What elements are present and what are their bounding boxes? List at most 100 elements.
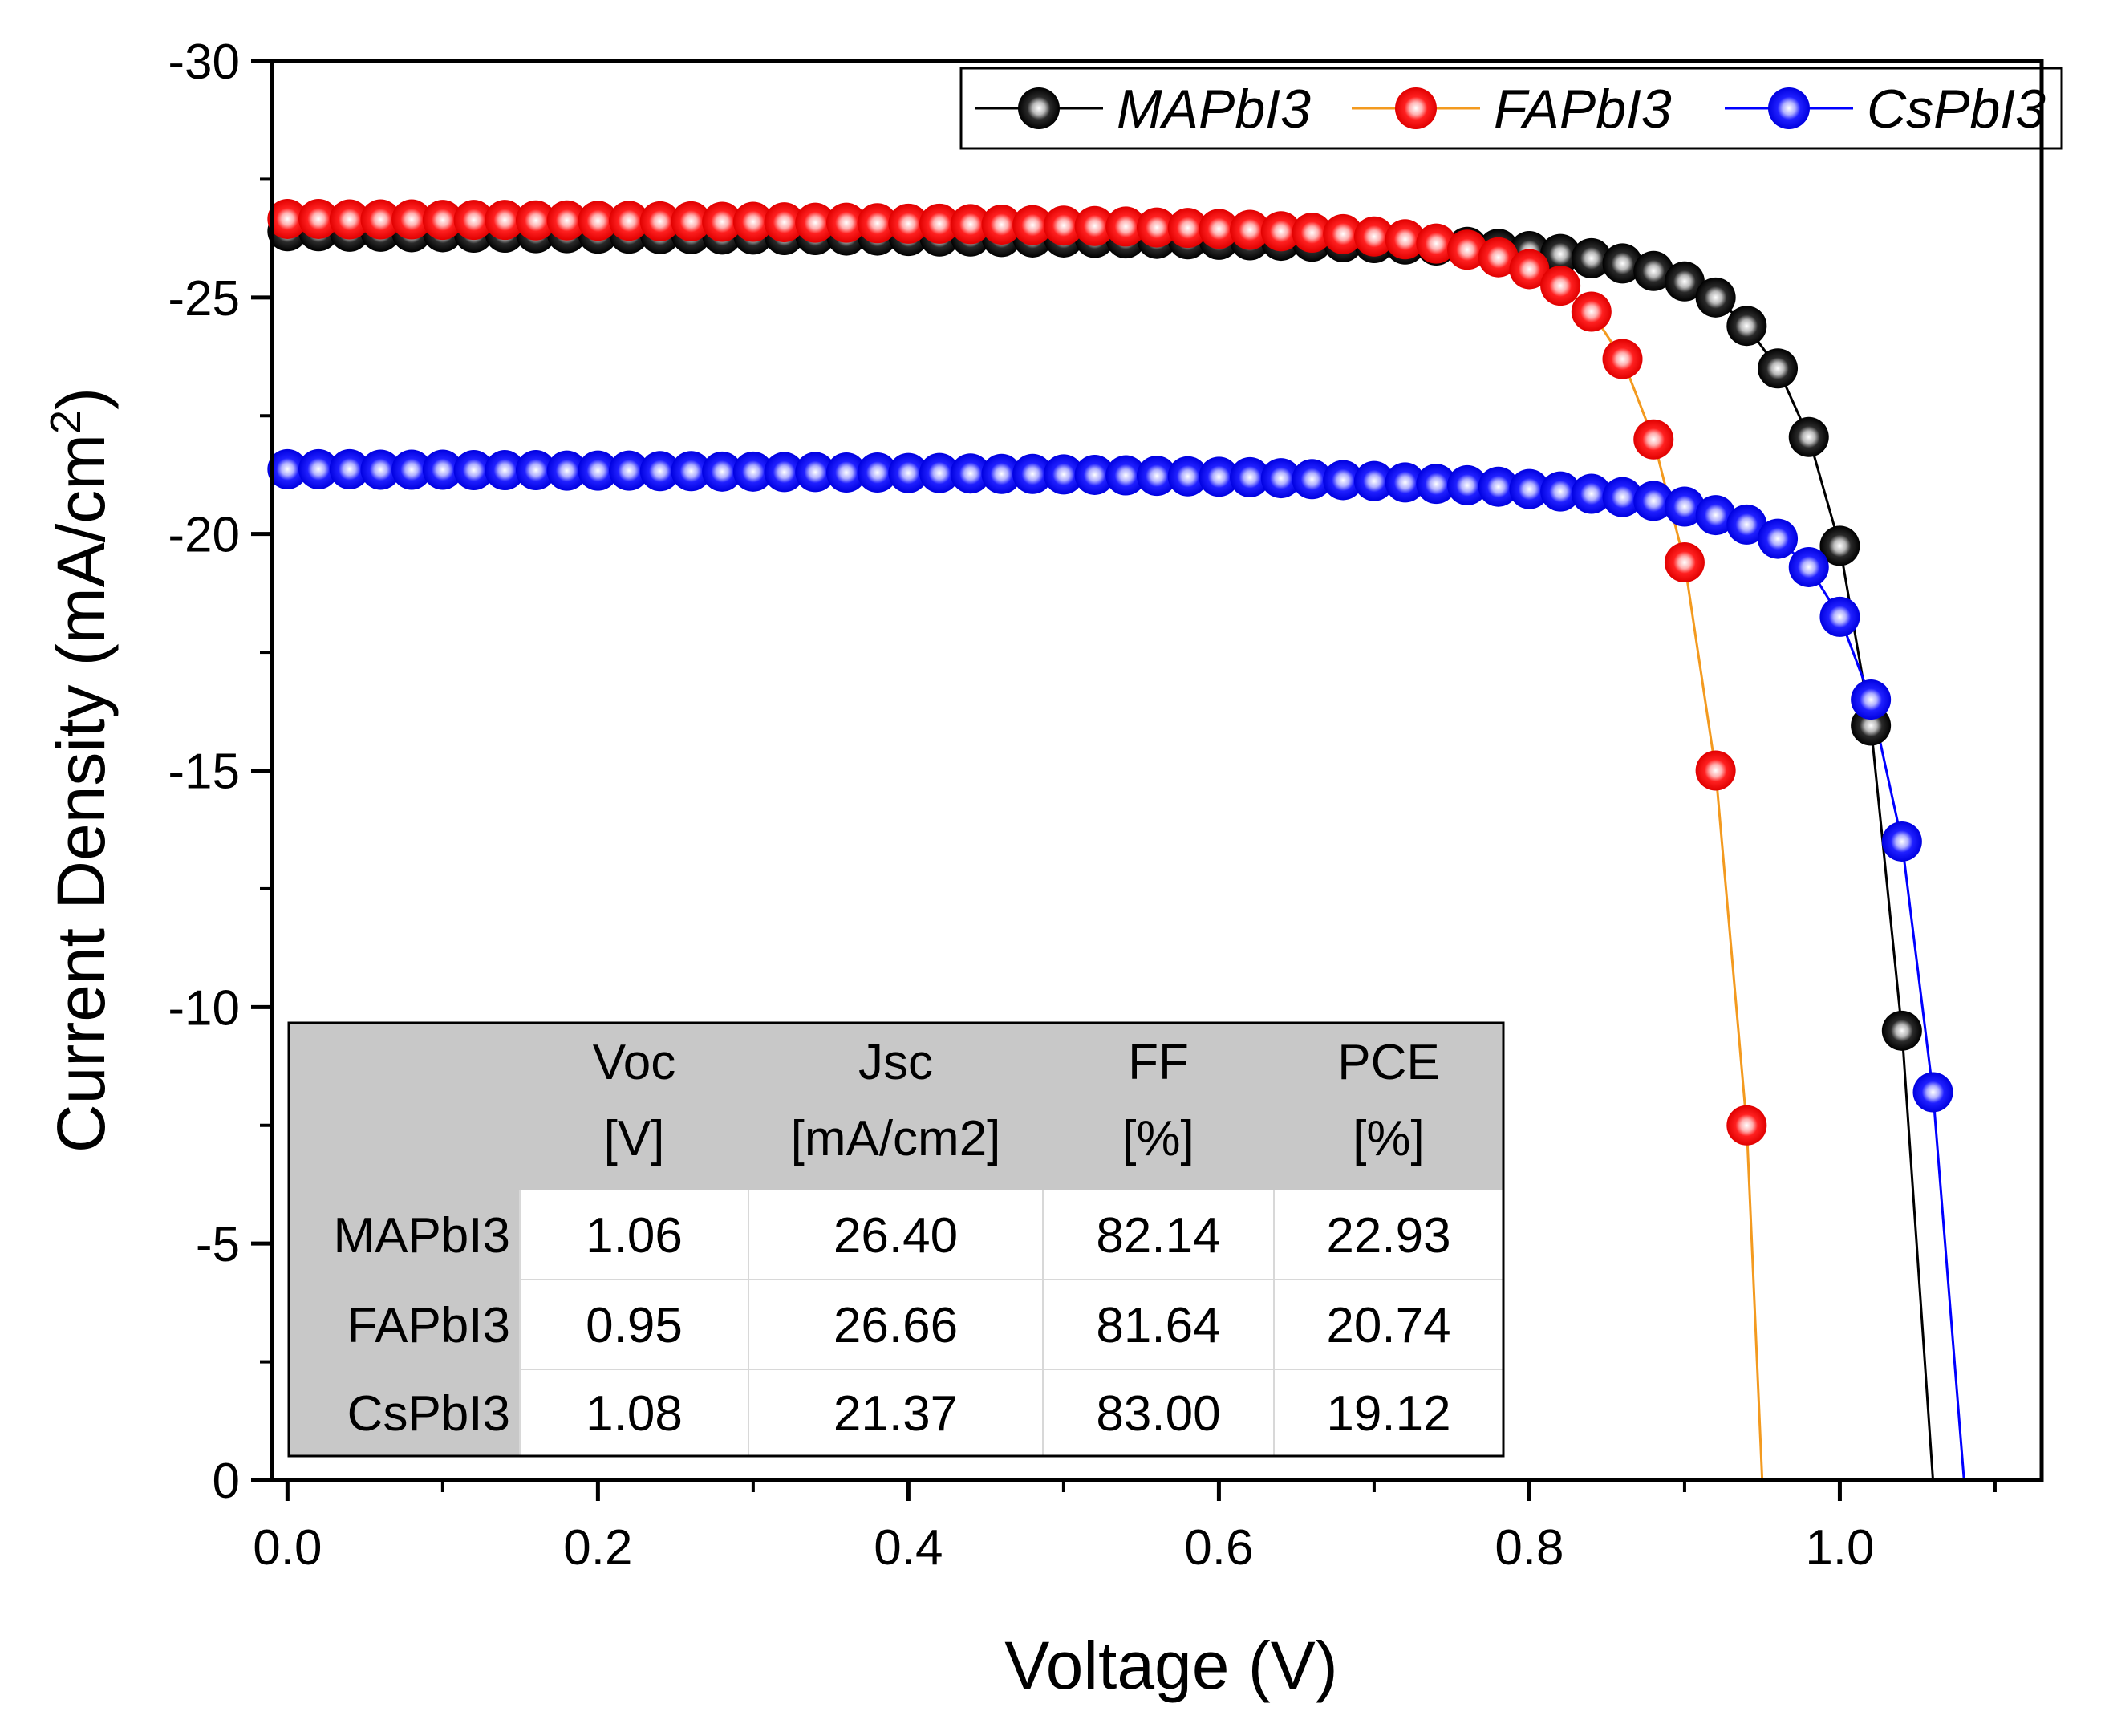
data-point-CsPbI3 [453,450,494,491]
data-point-FAPbI3 [1447,229,1488,270]
data-point-FAPbI3 [609,201,650,241]
data-point-MAPbI3 [1788,416,1829,457]
data-point-CsPbI3 [1478,466,1519,507]
data-point-FAPbI3 [702,201,743,242]
data-point-CsPbI3 [1385,462,1426,503]
data-point-CsPbI3 [1137,456,1177,497]
data-point-MAPbI3 [1758,348,1799,389]
data-point-CsPbI3 [609,450,650,491]
data-point-CsPbI3 [857,452,898,493]
data-point-FAPbI3 [360,199,401,240]
table-header-unit: [mA/cm2] [791,1111,1001,1166]
data-point-CsPbI3 [1012,453,1053,494]
table-row-label: MAPbI3 [333,1208,510,1263]
data-point-FAPbI3 [546,200,587,241]
table-header-cell: FF [1128,1035,1189,1090]
y-tick-label: -30 [168,34,240,90]
data-point-FAPbI3 [515,200,556,241]
data-point-CsPbI3 [515,450,556,491]
y-tick-label: -15 [168,744,240,800]
data-point-CsPbI3 [1292,459,1332,500]
data-point-CsPbI3 [546,450,587,491]
data-point-CsPbI3 [950,453,991,494]
data-point-FAPbI3 [1353,216,1394,257]
data-point-MAPbI3 [1695,277,1736,318]
data-point-MAPbI3 [1881,1010,1922,1051]
data-point-CsPbI3 [795,452,836,493]
table-header-cell: Jsc [858,1035,933,1090]
table-border [287,1021,1505,1458]
data-point-FAPbI3 [1571,291,1612,332]
data-point-FAPbI3 [1602,339,1643,379]
data-point-CsPbI3 [1199,456,1239,497]
data-point-CsPbI3 [888,452,929,493]
data-point-FAPbI3 [671,201,712,241]
data-point-CsPbI3 [1881,821,1922,862]
data-point-FAPbI3 [1292,213,1332,254]
data-point-CsPbI3 [422,449,463,490]
data-point-MAPbI3 [1540,233,1581,274]
data-point-CsPbI3 [1726,504,1767,545]
data-point-FAPbI3 [1695,750,1736,791]
data-point-CsPbI3 [1819,596,1860,637]
data-point-CsPbI3 [1105,455,1146,496]
data-point-FAPbI3 [764,202,805,243]
data-point-FAPbI3 [639,201,680,241]
table-cell: 20.74 [1326,1298,1450,1353]
results-table: Voc [V] Jsc [mA/cm2] FF [%] PCE [%] MAPbI3 1.06 26… [287,1021,1505,1458]
data-point-CsPbI3 [1167,456,1208,497]
data-point-CsPbI3 [1758,518,1799,559]
y-tick-label: -25 [168,271,240,327]
data-point-CsPbI3 [578,450,619,491]
table-cell: 82.14 [1096,1208,1220,1263]
data-point-FAPbI3 [1726,1105,1767,1146]
legend-box [959,67,2063,150]
data-point-FAPbI3 [1416,223,1457,264]
data-point-MAPbI3 [1664,261,1705,302]
data-point-CsPbI3 [267,448,308,489]
data-point-FAPbI3 [1074,205,1115,246]
data-point-FAPbI3 [1540,266,1581,306]
legend-marker-CsPbI3 [1768,87,1810,129]
table-cell: 19.12 [1326,1386,1450,1442]
data-point-CsPbI3 [1664,486,1705,527]
data-point-FAPbI3 [1167,208,1208,249]
y-tick-label: -5 [196,1217,240,1272]
data-point-CsPbI3 [1260,458,1301,499]
table-header-bg [289,1023,1503,1190]
data-point-CsPbI3 [639,451,680,492]
x-axis-title: Voltage (V) [1004,1628,1338,1703]
x-tick-label: 1.0 [1805,1520,1874,1576]
data-point-FAPbI3 [453,200,494,241]
data-point-MAPbI3 [1726,306,1767,347]
data-point-MAPbI3 [1571,237,1612,278]
data-point-CsPbI3 [1851,679,1892,720]
data-point-CsPbI3 [298,448,339,489]
data-point-FAPbI3 [1664,542,1705,583]
data-point-FAPbI3 [391,199,432,240]
table-cell: 81.64 [1096,1298,1220,1353]
data-point-CsPbI3 [1074,454,1115,495]
legend: MAPbI3 FAPbI3 CsPbI3 [959,67,2063,150]
x-tick-label: 0.4 [874,1520,943,1576]
table-cell: 26.40 [833,1208,958,1263]
data-point-FAPbI3 [1043,205,1084,246]
data-point-FAPbI3 [1137,207,1177,248]
data-point-CsPbI3 [1323,460,1364,501]
data-point-FAPbI3 [795,202,836,243]
data-point-FAPbI3 [298,198,339,239]
data-point-CsPbI3 [1043,454,1084,495]
table-header-unit: [%] [1353,1111,1425,1166]
data-point-CsPbI3 [1230,456,1271,497]
data-point-MAPbI3 [1819,525,1860,566]
data-point-CsPbI3 [1571,473,1612,514]
x-tick-label: 0.6 [1184,1520,1253,1576]
legend-label-FAPbI3: FAPbI3 [1494,79,1672,140]
data-point-MAPbI3 [1602,243,1643,284]
x-tick-label: 0.2 [563,1520,632,1576]
data-point-MAPbI3 [1633,250,1674,291]
data-point-CsPbI3 [329,448,370,489]
data-point-CsPbI3 [1602,477,1643,517]
